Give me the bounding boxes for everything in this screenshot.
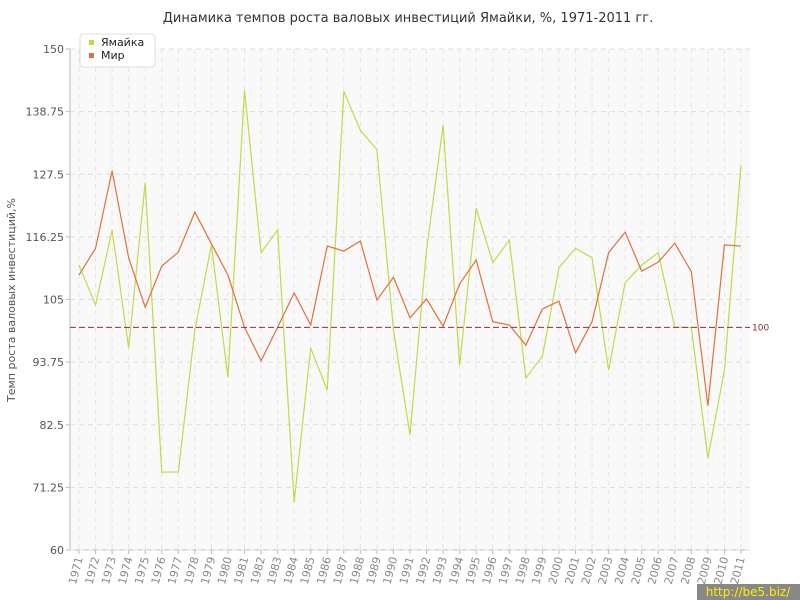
y-axis-label: Темп роста валовых инвестиций,% bbox=[5, 198, 18, 403]
legend-box bbox=[79, 33, 156, 68]
y-tick-label: 116.25 bbox=[26, 231, 65, 244]
x-tick-label: 2011 bbox=[728, 555, 748, 585]
y-tick-label: 127.5 bbox=[33, 168, 65, 181]
line-series bbox=[78, 170, 742, 406]
watermark: http://be5.biz/ bbox=[706, 585, 791, 599]
y-tick-label: 60 bbox=[50, 544, 64, 557]
y-tick-label: 82.5 bbox=[40, 419, 65, 432]
legend-label: Мир bbox=[101, 49, 125, 62]
y-tick-label: 93.75 bbox=[33, 356, 65, 369]
reference-label: 100 bbox=[752, 323, 769, 333]
line-series bbox=[78, 90, 742, 503]
y-tick-label: 71.25 bbox=[33, 481, 65, 494]
y-tick-label: 150 bbox=[43, 43, 64, 56]
y-tick-label: 138.75 bbox=[26, 106, 65, 119]
y-tick-label: 105 bbox=[43, 294, 64, 307]
legend-marker bbox=[89, 53, 94, 58]
watermark-bg bbox=[697, 584, 800, 600]
legend-label: Ямайка bbox=[101, 36, 144, 49]
legend-marker bbox=[89, 40, 94, 45]
chart-title: Динамика темпов роста валовых инвестиций… bbox=[163, 11, 653, 26]
